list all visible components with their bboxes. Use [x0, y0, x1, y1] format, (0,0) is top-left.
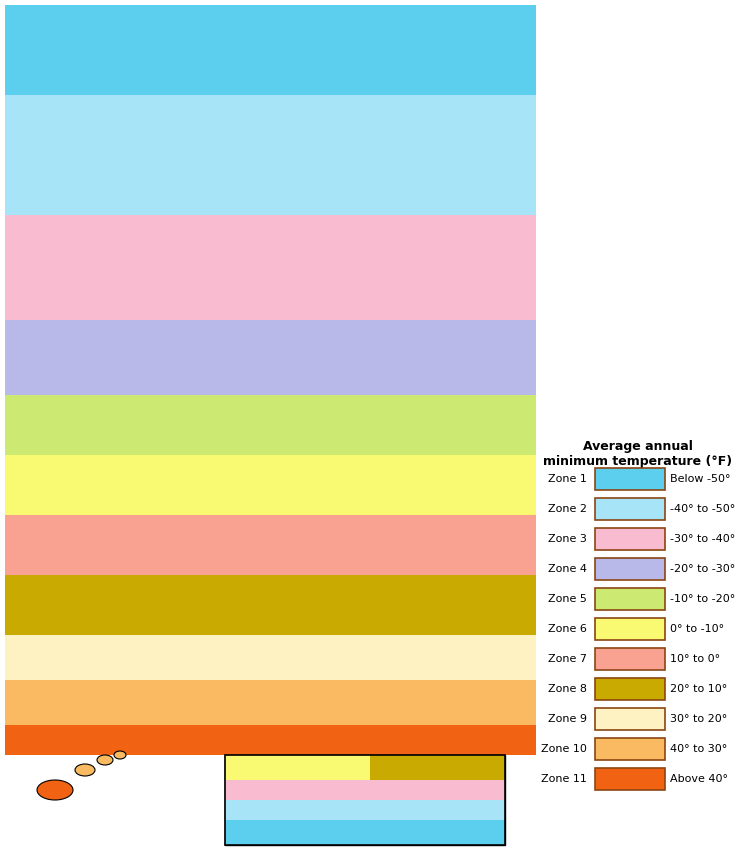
- Text: Zone 5: Zone 5: [548, 594, 587, 604]
- Text: Zone 3: Zone 3: [548, 534, 587, 544]
- Bar: [595, 768, 665, 790]
- Text: Above 40°: Above 40°: [670, 774, 728, 784]
- Text: -40° to -50°: -40° to -50°: [670, 504, 736, 514]
- Bar: [225, 755, 370, 780]
- Ellipse shape: [97, 755, 113, 765]
- Text: Zone 7: Zone 7: [548, 654, 587, 664]
- Text: -30° to -40°: -30° to -40°: [670, 534, 736, 544]
- Text: Below -50°: Below -50°: [670, 474, 730, 484]
- Bar: [225, 800, 505, 820]
- Bar: [595, 588, 665, 610]
- Text: Zone 1: Zone 1: [548, 474, 587, 484]
- Text: 0° to -10°: 0° to -10°: [670, 624, 724, 634]
- Text: 30° to 20°: 30° to 20°: [670, 714, 727, 724]
- Text: 20° to 10°: 20° to 10°: [670, 684, 727, 694]
- Text: Zone 11: Zone 11: [541, 774, 587, 784]
- Bar: [225, 755, 505, 845]
- Bar: [595, 678, 665, 700]
- Text: Zone 8: Zone 8: [548, 684, 587, 694]
- Text: Zone 9: Zone 9: [548, 714, 587, 724]
- Bar: [595, 558, 665, 580]
- Bar: [595, 468, 665, 490]
- Bar: [595, 528, 665, 550]
- Bar: [595, 498, 665, 520]
- Text: Zone 10: Zone 10: [541, 744, 587, 754]
- Bar: [595, 618, 665, 640]
- Bar: [225, 755, 505, 845]
- Text: 10° to 0°: 10° to 0°: [670, 654, 720, 664]
- Bar: [595, 738, 665, 760]
- Text: Zone 6: Zone 6: [548, 624, 587, 634]
- Text: Zone 2: Zone 2: [548, 504, 587, 514]
- Bar: [540, 435, 735, 840]
- Text: Zone 4: Zone 4: [548, 564, 587, 574]
- Bar: [225, 820, 505, 845]
- Text: -10° to -20°: -10° to -20°: [670, 594, 736, 604]
- Bar: [225, 780, 505, 800]
- Ellipse shape: [114, 751, 126, 759]
- Bar: [370, 755, 505, 780]
- Ellipse shape: [37, 780, 73, 800]
- Bar: [595, 708, 665, 730]
- Text: 40° to 30°: 40° to 30°: [670, 744, 727, 754]
- Ellipse shape: [75, 764, 95, 776]
- Bar: [595, 648, 665, 670]
- Text: Average annual
minimum temperature (°F): Average annual minimum temperature (°F): [543, 440, 732, 468]
- Text: -20° to -30°: -20° to -30°: [670, 564, 736, 574]
